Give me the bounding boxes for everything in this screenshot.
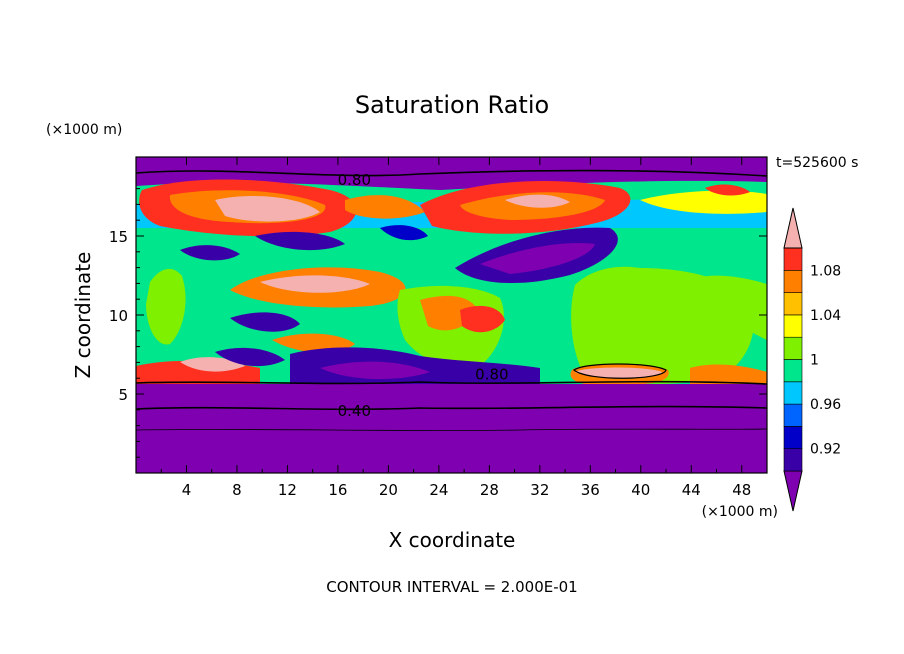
left-green-cell <box>146 268 186 345</box>
upper-far-right-red <box>705 184 750 196</box>
contour-label: 0.40 <box>338 402 371 420</box>
x-tick-label: 48 <box>732 481 751 499</box>
contour-label: 0.80 <box>338 171 371 189</box>
x-tick-label: 36 <box>581 481 600 499</box>
contour-label: 0.80 <box>475 365 508 383</box>
colorbar-label: 1.08 <box>810 263 841 279</box>
upper-right-cool-core <box>480 242 595 274</box>
field-plot <box>136 157 767 473</box>
x-tick-label: 16 <box>328 481 347 499</box>
lower-center-cool-core <box>320 361 430 380</box>
colorbar-label: 0.96 <box>810 397 841 413</box>
x-tick-label: 8 <box>232 481 242 499</box>
contour-interval-footer: CONTOUR INTERVAL = 2.000E-01 <box>326 578 577 596</box>
far-right-green <box>690 275 767 340</box>
colorbar-low-arrow <box>783 470 803 512</box>
time-label: t=525600 s <box>776 155 858 171</box>
colorbar-segment <box>783 426 803 449</box>
left-cool-spot <box>180 245 240 261</box>
lower-left-cool <box>215 347 285 367</box>
colorbar-label: 1.04 <box>810 308 841 324</box>
mid-left-pink <box>260 275 370 293</box>
lower-purple-layer <box>136 384 767 473</box>
lower-far-right-warm <box>690 364 767 384</box>
colorbar-label: 1 <box>810 353 819 369</box>
colorbar-segment <box>783 381 803 405</box>
colorbar-segment <box>783 336 803 360</box>
x-tick-label: 12 <box>278 481 297 499</box>
y-unit-label: (×1000 m) <box>46 122 122 138</box>
y-tick-label: 10 <box>109 307 128 325</box>
upper-right-pink <box>505 194 570 208</box>
center-red-streak <box>460 305 505 333</box>
x-tick-label: 4 <box>182 481 192 499</box>
contour-labels: 0.80 0.80 0.40 <box>338 171 509 420</box>
contour-line-cloud-base <box>136 380 767 385</box>
lower-left-pink <box>180 357 245 372</box>
colorbar-high-arrow <box>783 207 803 249</box>
x-tick-label: 32 <box>530 481 549 499</box>
y-tick-label: 15 <box>109 228 128 246</box>
x-axis-ticks: 4 8 12 16 20 24 28 32 36 40 44 48 <box>160 157 751 499</box>
x-tick-label: 28 <box>480 481 499 499</box>
contour-line-right-cell <box>573 363 667 379</box>
colorbar-segment <box>783 292 803 316</box>
colorbar-segment <box>783 247 803 271</box>
chart-title: Saturation Ratio <box>355 91 549 119</box>
x-tick-label: 40 <box>631 481 650 499</box>
colorbar-label: 0.92 <box>810 442 841 458</box>
colorbar-segment <box>783 448 803 472</box>
upper-left-pink <box>215 196 320 222</box>
upper-far-right-yellow <box>640 190 767 214</box>
colorbar-segment <box>783 403 803 427</box>
mid-left-cool <box>230 312 300 332</box>
x-unit-label: (×1000 m) <box>702 504 778 520</box>
colorbar-segment <box>783 314 803 338</box>
x-tick-label: 20 <box>379 481 398 499</box>
colorbar-segment <box>783 269 803 293</box>
colorbar: 0.92 0.96 1 1.04 1.08 <box>783 207 841 512</box>
x-axis-label: X coordinate <box>389 528 516 552</box>
contour-line-040 <box>136 405 767 411</box>
center-cool-spot <box>380 225 428 241</box>
contour-line-low <box>136 428 767 431</box>
colorbar-segment <box>783 359 803 383</box>
y-tick-label: 5 <box>118 386 128 404</box>
y-axis-ticks: 5 10 15 <box>109 172 767 458</box>
upper-center-orange <box>345 195 425 219</box>
contour-line-top <box>136 169 767 177</box>
x-tick-label: 24 <box>429 481 448 499</box>
left-cool-band <box>255 231 345 251</box>
top-purple-layer <box>136 157 767 171</box>
x-tick-label: 44 <box>682 481 701 499</box>
y-axis-label: Z coordinate <box>71 252 95 379</box>
lower-right-pink <box>575 367 662 378</box>
